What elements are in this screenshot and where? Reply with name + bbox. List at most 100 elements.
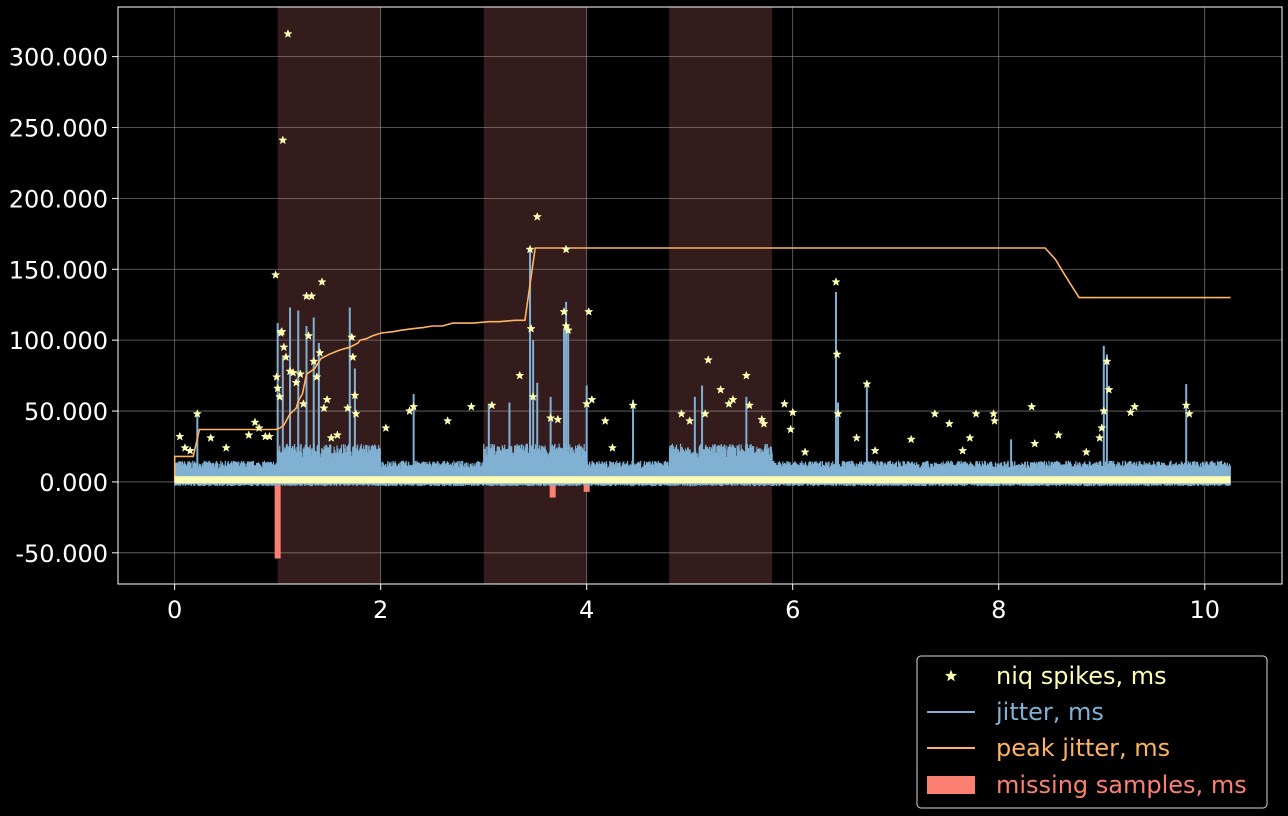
niq-spike-star — [1027, 401, 1037, 411]
legend-label-jitter: jitter, ms — [995, 698, 1104, 726]
x-tick-label: 8 — [991, 596, 1006, 624]
shaded-regions — [277, 7, 773, 584]
niq-spike-star — [291, 377, 301, 387]
x-tick-label: 2 — [373, 596, 388, 624]
niq-spike-star — [442, 416, 453, 425]
y-tick-label: 150.000 — [9, 256, 108, 284]
niq-spike-star — [317, 277, 327, 287]
niq-spike-star — [788, 407, 798, 417]
niq-spike-star — [303, 330, 314, 340]
niq-spike-star — [800, 447, 810, 457]
niq-spike-star — [322, 394, 332, 404]
niq-spike-star — [332, 430, 343, 440]
niq-spike-star — [759, 418, 769, 428]
y-tick-label: -50.000 — [15, 540, 108, 568]
niq-spike-star — [715, 384, 726, 394]
niq-spike-star — [965, 433, 975, 442]
legend-star-icon — [944, 669, 958, 682]
niq-spike-star — [271, 372, 282, 382]
y-tick-label: 50.000 — [24, 398, 108, 426]
niq-spike-star — [277, 326, 287, 336]
niq-spike-star — [528, 391, 538, 401]
niq-spike-star — [312, 372, 322, 382]
niq-spike-star — [958, 445, 968, 455]
niq-spike-star — [264, 431, 275, 441]
niq-spike-star — [1181, 400, 1191, 410]
niq-spike-star — [288, 367, 298, 377]
shaded-region — [277, 7, 381, 584]
niq-spike-star — [347, 332, 357, 342]
niq-spike-star — [343, 403, 353, 413]
missing-samples-bar — [549, 481, 556, 498]
niq-spike-star — [1094, 433, 1105, 442]
niq-spike-star — [971, 408, 981, 418]
niq-spike-star — [185, 445, 195, 455]
niq-spike-star — [1030, 438, 1040, 448]
missing-samples-bars — [274, 481, 590, 559]
missing-samples-bar — [583, 481, 590, 492]
shaded-region — [669, 7, 773, 584]
y-tick-label: 300.000 — [9, 44, 108, 72]
niq-spike-star — [315, 348, 325, 357]
niq-spike-star — [1184, 408, 1194, 418]
x-tick-label: 0 — [167, 596, 182, 624]
niq-spike-star — [351, 408, 361, 418]
niq-spike-star — [281, 352, 291, 362]
niq-spike-star — [1081, 447, 1091, 457]
y-tick-label: 0.000 — [39, 469, 108, 497]
niq-spike-star — [785, 424, 796, 434]
x-axis-ticks: 0 2 4 6 8 10 — [167, 584, 1220, 624]
niq-spike-star — [250, 417, 260, 427]
niq-baseline-band — [174, 476, 1231, 484]
niq-spike-star — [175, 431, 185, 441]
niq-spike-star — [779, 399, 790, 408]
niq-spike-star — [350, 390, 360, 400]
niq-spike-star — [515, 370, 525, 380]
jitter-series — [196, 248, 1188, 482]
niq-spike-star — [1125, 407, 1136, 417]
niq-spike-star — [700, 408, 710, 418]
niq-spike-star — [525, 244, 535, 254]
y-tick-label: 100.000 — [9, 327, 108, 355]
niq-spike-star — [283, 29, 293, 38]
niq-spike-star — [1097, 423, 1107, 433]
niq-spike-star — [272, 383, 283, 393]
shaded-region — [483, 7, 587, 584]
niq-spike-star — [309, 356, 319, 366]
niq-spike-star — [381, 423, 391, 433]
missing-samples-bar — [274, 481, 281, 559]
niq-spike-star — [545, 413, 556, 423]
niq-spike-star — [278, 135, 288, 145]
niq-spike-star — [600, 416, 610, 425]
niq-spike-star — [563, 325, 573, 335]
niq-spike-star — [319, 403, 329, 413]
niq-spike-star — [559, 306, 569, 316]
niq-spike-star — [192, 408, 202, 418]
niq-spike-star — [1099, 406, 1109, 416]
niq-spike-star — [561, 321, 571, 330]
niq-spike-star — [348, 352, 358, 362]
niq-spike-star — [270, 270, 281, 279]
niq-spike-star — [862, 379, 872, 389]
legend-label-missing-samples: missing samples, ms — [996, 771, 1247, 799]
niq-spike-star — [870, 445, 880, 455]
niq-spike-star — [408, 401, 419, 411]
niq-spike-star — [1104, 384, 1114, 394]
niq-spike-star — [206, 433, 216, 442]
niq-spike-star — [1130, 401, 1140, 411]
niq-spike-star — [744, 400, 755, 410]
niq-spike-star — [906, 434, 916, 444]
niq-spike-star — [833, 408, 843, 418]
niq-spike-star — [1102, 356, 1112, 366]
x-tick-label: 10 — [1189, 596, 1220, 624]
niq-spike-star — [244, 430, 254, 440]
niq-spike-star — [988, 408, 999, 418]
niq-spike-star — [851, 433, 862, 442]
niq-spike-star — [180, 442, 190, 452]
legend-bar-swatch-icon — [927, 776, 975, 794]
niq-spike-star — [221, 442, 231, 452]
niq-spikes-series — [174, 29, 1231, 484]
niq-spike-star — [989, 416, 1000, 425]
niq-spike-star — [728, 394, 738, 404]
niq-spike-star — [487, 400, 497, 410]
